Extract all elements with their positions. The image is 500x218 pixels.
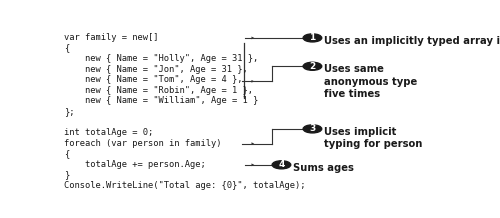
- Text: new { Name = "William", Age = 1 }: new { Name = "William", Age = 1 }: [64, 96, 258, 105]
- Text: 4: 4: [278, 160, 284, 169]
- Text: new { Name = "Robin", Age = 1 },: new { Name = "Robin", Age = 1 },: [64, 86, 254, 95]
- Text: Uses implicit
typing for person: Uses implicit typing for person: [324, 127, 422, 149]
- Text: Sums ages: Sums ages: [294, 163, 354, 173]
- Text: 2: 2: [310, 62, 316, 71]
- Text: }: }: [64, 170, 70, 179]
- Circle shape: [303, 125, 322, 133]
- Circle shape: [303, 34, 322, 42]
- Text: Uses same
anonymous type
five times: Uses same anonymous type five times: [324, 64, 418, 99]
- Text: new { Name = "Holly", Age = 31 },: new { Name = "Holly", Age = 31 },: [64, 54, 258, 63]
- Text: new { Name = "Jon", Age = 31 },: new { Name = "Jon", Age = 31 },: [64, 65, 248, 74]
- Text: {: {: [64, 149, 70, 158]
- Text: foreach (var person in family): foreach (var person in family): [64, 139, 222, 148]
- Text: Uses an implicitly typed array initializer: Uses an implicitly typed array initializ…: [324, 36, 500, 46]
- Circle shape: [303, 62, 322, 70]
- Text: var family = new[]: var family = new[]: [64, 33, 159, 42]
- Text: Console.WriteLine("Total age: {0}", totalAge);: Console.WriteLine("Total age: {0}", tota…: [64, 181, 306, 190]
- Text: new { Name = "Tom", Age = 4 },: new { Name = "Tom", Age = 4 },: [64, 75, 243, 84]
- Text: 3: 3: [310, 124, 316, 133]
- Text: 1: 1: [310, 33, 316, 43]
- Text: };: };: [64, 107, 75, 116]
- Text: {: {: [64, 43, 70, 53]
- Text: int totalAge = 0;: int totalAge = 0;: [64, 128, 154, 137]
- Text: totalAge += person.Age;: totalAge += person.Age;: [64, 160, 206, 169]
- Circle shape: [272, 161, 290, 169]
